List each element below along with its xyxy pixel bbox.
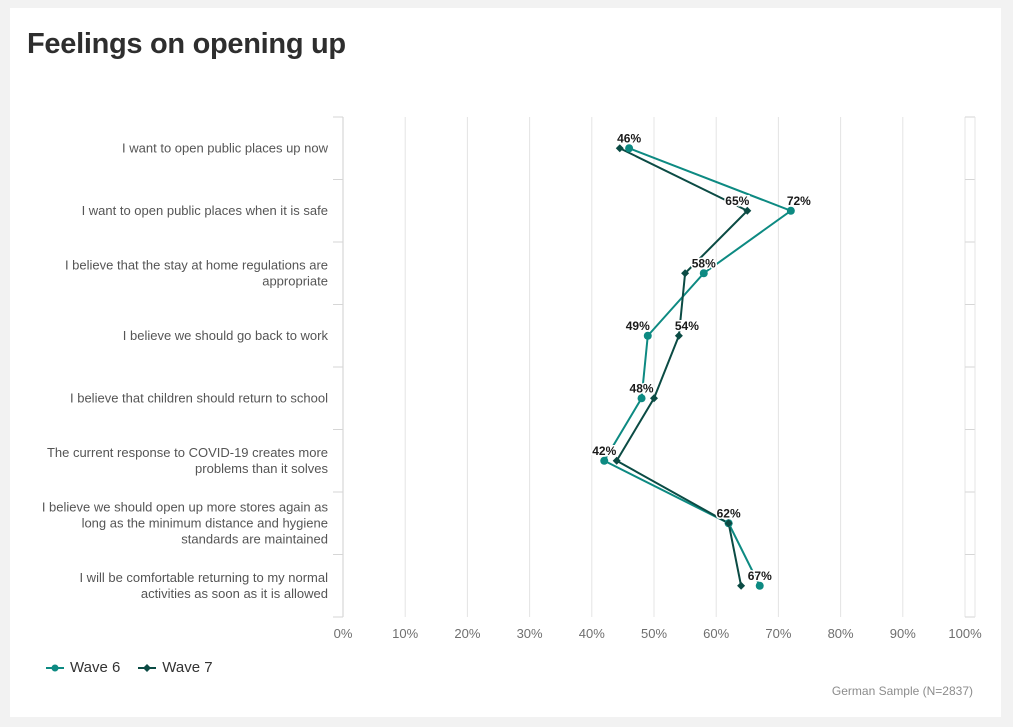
data-point-wave-6 — [786, 206, 795, 215]
data-point-wave-6 — [643, 331, 652, 340]
data-label: 46% — [617, 131, 641, 145]
data-label: 54% — [675, 319, 699, 333]
category-label: I want to open public places up now — [122, 140, 329, 155]
data-label: 49% — [626, 319, 650, 333]
x-tick-label: 30% — [517, 626, 543, 641]
data-point-wave-7 — [650, 394, 658, 403]
x-tick-label: 40% — [579, 626, 605, 641]
chart-card: Feelings on opening up 0% 10% 20% 30% 40% 50%… — [10, 8, 1001, 717]
data-point-wave-7 — [615, 144, 624, 153]
wave-6-circle-marker-icon — [46, 664, 64, 671]
x-tick-label: 80% — [828, 626, 854, 641]
x-tick-label: 100% — [948, 626, 982, 641]
legend-item-wave-7[interactable]: Wave 7 — [138, 659, 213, 676]
data-label: 42% — [592, 444, 616, 458]
category-label-line: I believe we should go back to work — [123, 328, 329, 343]
data-point-wave-6 — [637, 394, 646, 403]
data-point-wave-6 — [755, 581, 764, 590]
data-point-wave-6 — [699, 269, 708, 278]
data-point-wave-7 — [737, 581, 746, 590]
x-tick-label: 60% — [703, 626, 729, 641]
category-label-line: activities as soon as it is allowed — [141, 586, 328, 601]
chart-title: Feelings on opening up — [27, 28, 346, 60]
legend-label-wave-7: Wave 7 — [162, 659, 213, 676]
category-label-line: I want to open public places when it is … — [82, 203, 328, 218]
legend-item-wave-6[interactable]: Wave 6 — [46, 659, 120, 676]
category-label-line: I believe that children should return to… — [70, 390, 328, 405]
category-label: I will be comfortable returning to my no… — [79, 570, 328, 601]
category-label-line: I believe we should open up more stores … — [42, 499, 329, 514]
category-label: I believe we should open up more stores … — [42, 499, 329, 546]
data-point-wave-6 — [625, 144, 634, 153]
category-label: I believe that children should return to… — [70, 390, 328, 405]
series-line-wave-6 — [602, 147, 793, 587]
category-label-line: standards are maintained — [181, 531, 328, 546]
wave-7-diamond-marker-icon — [138, 663, 157, 672]
category-label: I want to open public places when it is … — [82, 203, 328, 218]
data-point-wave-7 — [743, 206, 752, 215]
x-tick-label: 90% — [890, 626, 916, 641]
line-chart: 0% 10% 20% 30% 40% 50% 60% 70% 80% 90% 100% I want … — [42, 116, 982, 641]
x-tick-label: 50% — [641, 626, 667, 641]
x-tick-label: 20% — [454, 626, 480, 641]
chart-legend: Wave 6 Wave 7 — [46, 659, 213, 676]
category-label: The current response to COVID-19 creates… — [47, 445, 329, 476]
data-label: 48% — [630, 381, 654, 395]
data-label: 67% — [748, 569, 772, 583]
series-line-wave-7 — [615, 147, 749, 586]
category-label-line: I believe that the stay at home regulati… — [65, 257, 328, 272]
data-label: 58% — [692, 256, 716, 270]
data-point-wave-6 — [600, 456, 609, 465]
category-label-line: The current response to COVID-19 creates… — [47, 445, 328, 460]
category-label: I believe we should go back to work — [123, 328, 329, 343]
data-point-wave-7 — [674, 331, 683, 340]
data-point-wave-7 — [681, 269, 690, 278]
x-tick-label: 0% — [334, 626, 353, 641]
category-label-line: problems than it solves — [195, 461, 328, 476]
sample-footnote: German Sample (N=2837) — [831, 684, 973, 698]
category-label: I believe that the stay at home regulati… — [65, 257, 328, 288]
category-label-line: long as the minimum distance and hygiene — [82, 515, 328, 530]
category-label-line: I will be comfortable returning to my no… — [79, 570, 328, 585]
data-label: 65% — [725, 194, 749, 208]
data-point-wave-7 — [724, 519, 733, 528]
x-tick-label: 70% — [765, 626, 791, 641]
category-label-line: I want to open public places up now — [122, 140, 329, 155]
category-label-line: appropriate — [262, 273, 328, 288]
data-label: 62% — [717, 506, 741, 520]
data-point-wave-7 — [612, 456, 621, 465]
data-label: 72% — [787, 194, 811, 208]
legend-label-wave-6: Wave 6 — [70, 659, 121, 676]
x-tick-label: 10% — [392, 626, 418, 641]
